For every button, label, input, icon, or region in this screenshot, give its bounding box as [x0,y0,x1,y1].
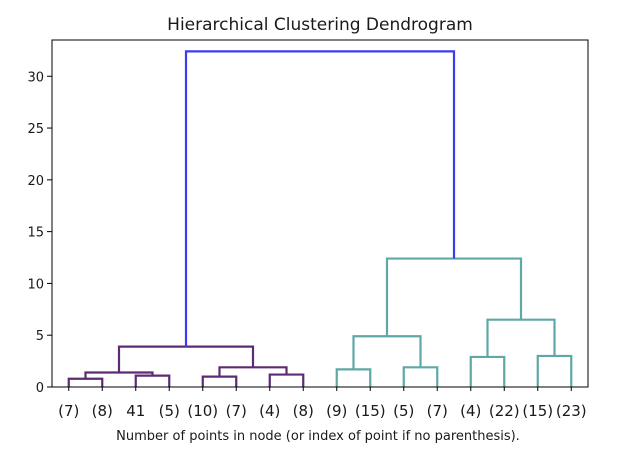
leaf-label: (8) [293,402,314,420]
y-tick-label: 10 [27,277,44,292]
leaf-label: (7) [226,402,247,420]
leaf-label: 41 [126,402,145,420]
leaf-label: (7) [427,402,448,420]
leaf-label: (9) [326,402,347,420]
dendrogram-link [469,355,506,387]
leaf-label: (15) [522,402,553,420]
y-tick-label: 25 [27,122,44,137]
y-axis: 0 5 10 15 20 25 30 [27,70,52,396]
y-tick-label: 30 [27,70,44,85]
dendrogram-link [84,371,154,379]
dendrogram-link [385,257,523,337]
leaf-label: (7) [58,402,79,420]
leaf-label: (15) [355,402,386,420]
dendrogram-link [268,373,305,387]
dendrogram-link [335,368,372,387]
leaf-label: (8) [92,402,113,420]
y-tick-label: 5 [36,329,44,344]
dendrogram-link [536,354,573,387]
x-axis: (7) (8) 41 (5) (10) (7) (4) (8) (9) (15) (5) (7) (4)… [58,387,587,420]
x-axis-label: Number of points in node (or index of po… [116,429,520,444]
leaf-label: (4) [460,402,481,420]
leaf-label: (4) [259,402,280,420]
leaf-label: (5) [159,402,180,420]
leaf-label: (5) [393,402,414,420]
dendrogram-link [184,50,456,347]
dendrogram-link [352,335,422,370]
dendrogram-links [67,50,573,387]
dendrogram-link [201,375,238,387]
dendrogram-link [67,377,104,387]
chart-title: Hierarchical Clustering Dendrogram [167,15,473,35]
dendrogram-link [117,345,255,373]
plot-frame [51,39,589,388]
y-tick-label: 20 [27,174,44,189]
leaf-label: (22) [489,402,520,420]
dendrogram-link [402,366,439,387]
dendrogram-link [134,374,171,387]
leaf-label: (10) [187,402,218,420]
dendrogram-link [486,318,556,357]
y-tick-label: 15 [27,226,44,241]
y-tick-label: 0 [36,381,44,396]
leaf-label: (23) [556,402,587,420]
